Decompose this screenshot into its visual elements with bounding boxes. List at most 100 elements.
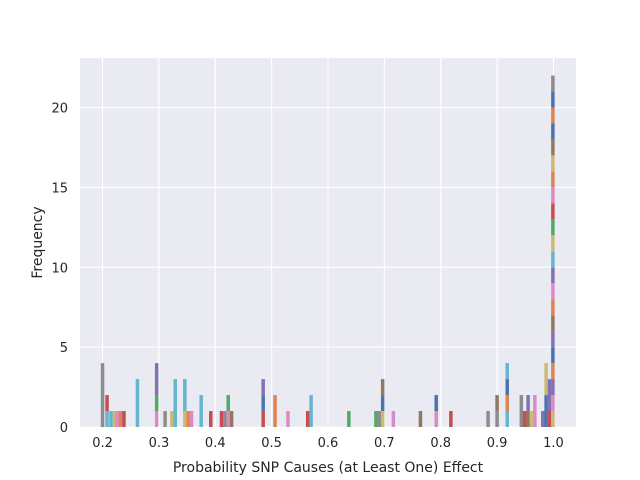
histogram-bar-segment [551,283,555,300]
histogram-bar-segment [183,379,187,412]
x-tick-label: 0.9 [487,436,508,451]
histogram-bar-segment [118,411,123,427]
histogram-bar-segment [209,411,213,427]
histogram-bar-segment [551,251,555,268]
histogram-bar-segment [551,203,555,220]
histogram-bar-segment [163,411,167,427]
y-tick-label: 0 [60,421,68,436]
histogram-bar-segment [505,411,509,427]
histogram-bar-segment [551,91,555,108]
histogram-bar-segment [551,331,555,348]
x-tick-labels: 0.2 0.3 0.4 0.5 0.6 0.7 0.8 0.9 1.0 [92,436,564,451]
histogram-bar-segment [551,411,555,427]
y-tick-label: 15 [51,181,68,196]
histogram-bar-segment [115,411,119,427]
histogram-bar-segment [551,219,555,236]
histogram-bar-segment [544,395,548,427]
histogram-bar-segment [226,411,230,427]
histogram-bar-segment [551,347,555,364]
x-tick-label: 0.3 [149,436,170,451]
y-axis-label: Frequency [30,206,46,278]
histogram-bar-segment [380,395,385,412]
y-tick-label: 10 [51,261,68,276]
histogram-bar-segment [286,411,290,427]
histogram-bar-segment [551,379,555,396]
histogram-bar-segment [226,395,230,412]
x-tick-label: 1.0 [543,436,564,451]
histogram-bar-segment [551,395,555,412]
histogram-bar-segment [551,155,555,172]
histogram-bar-segment [541,411,545,427]
x-axis-label: Probability SNP Causes (at Least One) Ef… [173,460,484,476]
histogram-bar-segment [173,379,177,427]
histogram-bar-segment [186,411,190,427]
histogram-bar-segment [486,411,490,427]
histogram-bar-segment [100,363,105,427]
histogram-bars [100,75,555,427]
x-tick-label: 0.7 [374,436,395,451]
histogram-bar-segment [223,411,227,427]
histogram-bar-segment [377,411,382,427]
histogram-bar-segment [529,411,534,427]
histogram-bar-segment [374,411,378,427]
histogram-bar-segment [261,379,265,396]
histogram-bar-segment [261,411,265,427]
histogram-bar-segment [154,395,159,412]
y-tick-labels: 0 5 10 15 20 [51,102,68,436]
histogram-bar-segment [547,379,552,412]
histogram-bar-segment [505,395,509,412]
x-tick-label: 0.5 [261,436,282,451]
histogram-bar-segment [434,395,438,412]
histogram-bar-segment [135,379,140,427]
histogram-bar-segment [112,411,117,427]
histogram-bar-segment [547,411,552,427]
histogram-bar-segment [551,267,555,284]
histogram-bar-segment [551,107,555,124]
histogram-bar-segment [551,171,555,188]
histogram-bar-segment [380,411,385,427]
histogram-bar-segment [495,395,499,412]
histogram-bar-segment [154,411,159,427]
histogram-bar-segment [380,379,385,396]
histogram-bar-segment [391,411,396,427]
histogram-bar-segment [154,363,159,396]
histogram-bar-segment [347,411,351,427]
x-tick-label: 0.8 [430,436,451,451]
histogram-bar-segment [544,363,548,396]
histogram-bar-segment [526,395,530,412]
histogram-bar-segment [505,363,509,380]
histogram-bar-segment [105,411,109,427]
histogram-bar-segment [305,411,310,427]
histogram-bar-segment [273,395,277,427]
histogram-bar-segment [551,75,555,92]
histogram-bar-segment [522,411,527,427]
histogram-bar-segment [170,411,174,427]
x-tick-label: 0.6 [318,436,339,451]
histogram-bar-segment [122,411,126,427]
histogram-bar-segment [189,411,194,427]
histogram-bar-segment [519,395,524,427]
histogram-bar-segment [434,411,438,427]
histogram-bar-segment [551,363,555,380]
histogram-bar-segment [449,411,453,427]
x-tick-label: 0.4 [205,436,226,451]
histogram-bar-segment [183,411,187,427]
histogram-bar-segment [199,395,203,427]
histogram-bar-segment [551,187,555,204]
histogram-bar-segment [551,235,555,252]
histogram-bar-segment [551,299,555,316]
histogram-bar-segment [533,395,537,427]
histogram-bar-segment [505,379,509,396]
histogram-bar-segment [261,395,265,412]
histogram-bar-segment [526,411,530,427]
y-tick-label: 5 [60,341,68,356]
histogram-bar-segment [219,411,224,427]
y-tick-label: 20 [51,102,68,117]
x-tick-label: 0.2 [92,436,113,451]
histogram-bar-segment [229,411,234,427]
histogram-bar-segment [418,411,423,427]
histogram-bar-segment [309,395,313,427]
histogram-bar-segment [551,315,555,332]
histogram-bar-segment [495,411,499,427]
